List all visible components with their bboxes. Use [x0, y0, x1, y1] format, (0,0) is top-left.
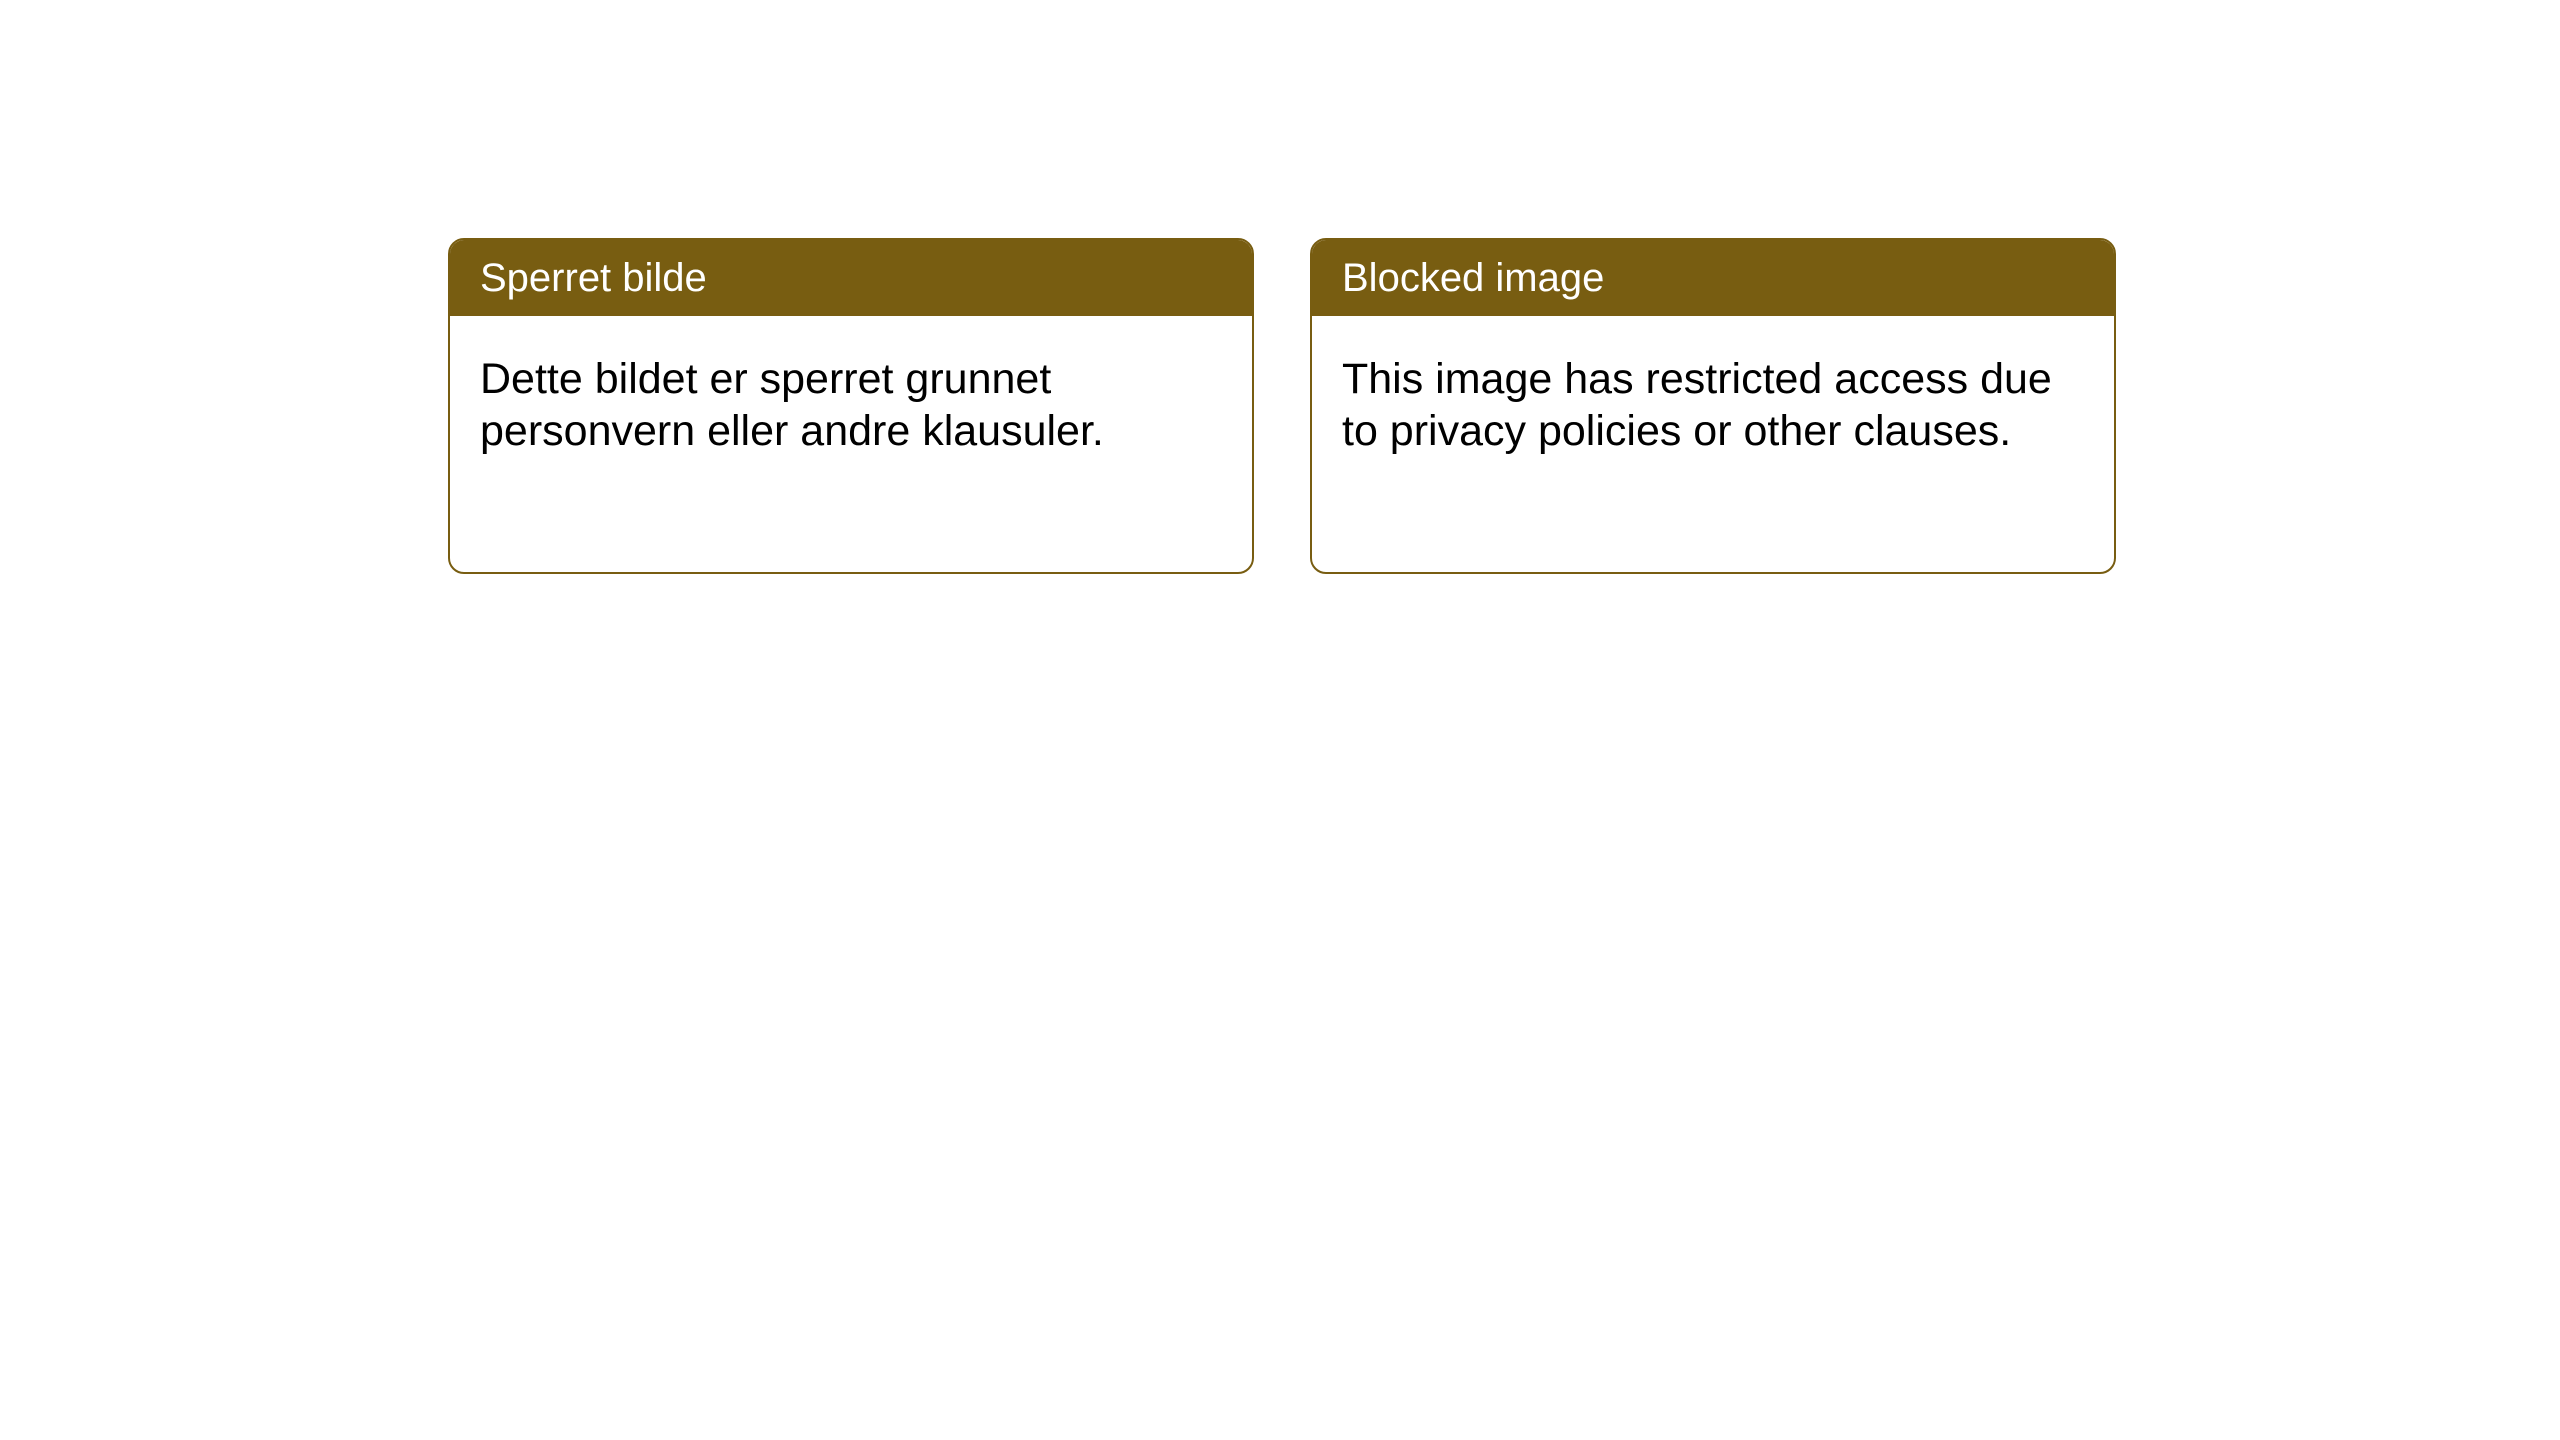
notice-card-english: Blocked image This image has restricted … [1310, 238, 2116, 574]
notice-card-header: Sperret bilde [450, 240, 1252, 316]
notice-cards-container: Sperret bilde Dette bildet er sperret gr… [448, 238, 2116, 574]
notice-card-body: This image has restricted access due to … [1312, 316, 2114, 495]
notice-card-header: Blocked image [1312, 240, 2114, 316]
notice-card-body: Dette bildet er sperret grunnet personve… [450, 316, 1252, 495]
notice-card-norwegian: Sperret bilde Dette bildet er sperret gr… [448, 238, 1254, 574]
